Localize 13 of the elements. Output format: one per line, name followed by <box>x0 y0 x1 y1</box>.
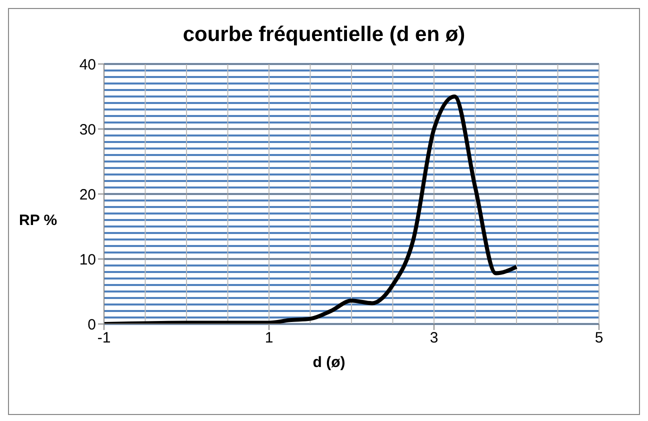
y-tick-label: 20 <box>79 186 96 204</box>
x-tick-label: 3 <box>430 330 438 347</box>
x-axis-title: d (ø) <box>312 354 346 371</box>
y-tick-label: 30 <box>79 121 96 138</box>
x-tick-label: -1 <box>97 330 111 347</box>
y-tick-label: 0 <box>88 316 96 334</box>
y-tick-label: 10 <box>79 251 96 268</box>
y-axis-title: RP % <box>19 212 58 229</box>
x-tick-label: 5 <box>594 330 604 347</box>
y-tick-label: 40 <box>79 56 96 74</box>
line-series <box>104 94 518 324</box>
chart-title: courbe fréquentielle (d en ø) <box>182 23 466 47</box>
x-tick-label: 1 <box>264 330 274 347</box>
